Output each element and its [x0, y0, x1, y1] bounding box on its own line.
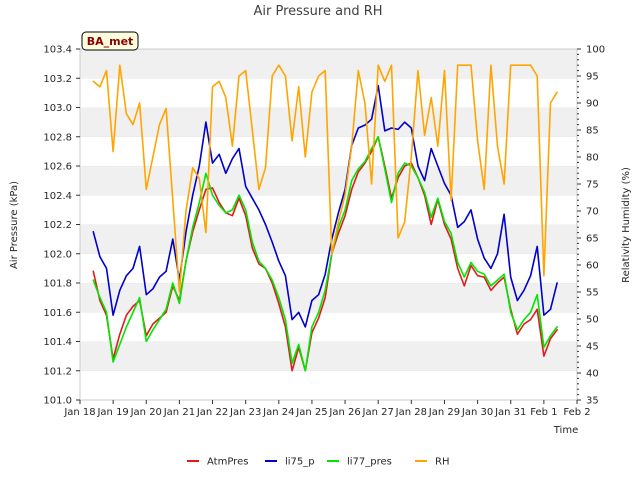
y-left-tick-label: 102.8 — [43, 132, 72, 143]
y-left-tick-label: 101.0 — [43, 396, 72, 407]
y-left-tick-label: 102.2 — [43, 220, 72, 231]
x-tick-label: Feb 2 — [563, 407, 590, 418]
y-left-tick-label: 101.6 — [43, 308, 72, 319]
y-right-tick-label: 60 — [586, 261, 599, 272]
grid-band — [80, 195, 577, 225]
y-right-tick-label: 35 — [586, 396, 599, 407]
grid-band — [80, 107, 577, 137]
grid-band — [80, 370, 577, 400]
grid-band — [80, 312, 577, 342]
grid-band — [80, 224, 577, 254]
legend-label-li77-pres: li77_pres — [347, 457, 392, 468]
y-left-tick-label: 101.2 — [43, 366, 72, 377]
station-badge: BA_met — [81, 31, 139, 51]
y-right-tick-label: 85 — [586, 126, 599, 137]
series-line-li75-p — [92, 84, 558, 328]
x-tick-label: Feb 1 — [530, 407, 557, 418]
x-tick-label: Jan 22 — [196, 407, 228, 418]
y-right-axis-label: Relativity Humidity (%) — [621, 167, 632, 283]
x-tick-label: Jan 18 — [63, 407, 95, 418]
y-right-tick-label: 100 — [586, 45, 605, 56]
y-right-tick-label: 75 — [586, 180, 599, 191]
x-tick-label: Jan 20 — [130, 407, 162, 418]
legend-label-rh: RH — [435, 457, 449, 468]
y-left-tick-label: 103.2 — [43, 74, 72, 85]
y-left-tick-label: 103.0 — [43, 103, 72, 114]
y-left-tick-label: 101.4 — [43, 337, 72, 348]
chart-title: Air Pressure and RH — [253, 4, 382, 19]
y-right-tick-label: 40 — [586, 369, 599, 380]
x-tick-label: Jan 25 — [295, 407, 327, 418]
x-tick-label: Jan 21 — [163, 407, 195, 418]
y-right-tick-label: 95 — [586, 72, 599, 83]
legend: AtmPres li75_p li77_pres RH — [187, 457, 449, 468]
y-right-tick-label: 90 — [586, 99, 599, 110]
x-tick-label: Jan 23 — [229, 407, 261, 418]
x-tick-label: Jan 28 — [395, 407, 427, 418]
x-axis-label: Time — [553, 425, 578, 436]
grid-band — [80, 49, 577, 79]
x-tick-label: Jan 19 — [96, 407, 128, 418]
grid-bands — [80, 48, 577, 400]
y-left-tick-label: 102.4 — [43, 191, 72, 202]
x-tick-label: Jan 24 — [262, 407, 294, 418]
y-right-tick-label: 65 — [586, 234, 599, 245]
x-axis-ticks: Jan 18 Jan 19 Jan 20 Jan 21 Jan 22 Jan 23 Jan … — [63, 400, 591, 418]
y-right-tick-label: 70 — [586, 207, 599, 218]
series-layer — [92, 64, 558, 372]
x-tick-label: Jan 30 — [461, 407, 493, 418]
y-right-tick-label: 45 — [586, 342, 599, 353]
y-left-tick-label: 102.6 — [43, 162, 72, 173]
series-line-rh — [92, 64, 558, 293]
y-right-tick-label: 80 — [586, 153, 599, 164]
y-right-axis-ticks: 35 40 45 50 55 60 65 70 75 80 85 90 95 100 — [577, 45, 605, 407]
x-tick-label: Jan 29 — [428, 407, 460, 418]
x-tick-label: Jan 26 — [328, 407, 360, 418]
y-left-tick-label: 103.4 — [43, 45, 72, 56]
grid-band — [80, 341, 577, 371]
legend-label-li75-p: li75_p — [285, 457, 315, 468]
station-badge-box — [81, 31, 139, 51]
y-left-tick-label: 102.0 — [43, 249, 72, 260]
y-left-axis-ticks: 101.0 101.2 101.4 101.6 101.8 102.0 102.2 102.4… — [43, 45, 80, 407]
series-line-li77-pres — [92, 136, 558, 372]
x-tick-label: Jan 31 — [494, 407, 526, 418]
y-left-tick-label: 101.8 — [43, 279, 72, 290]
grid-band — [80, 78, 577, 108]
x-tick-label: Jan 27 — [362, 407, 394, 418]
y-right-tick-label: 55 — [586, 288, 599, 299]
y-right-tick-label: 50 — [586, 315, 599, 326]
station-badge-text: BA_met — [87, 35, 134, 48]
y-left-axis-label: Air Pressure (kPa) — [9, 181, 20, 269]
legend-label-atmpres: AtmPres — [207, 457, 248, 468]
